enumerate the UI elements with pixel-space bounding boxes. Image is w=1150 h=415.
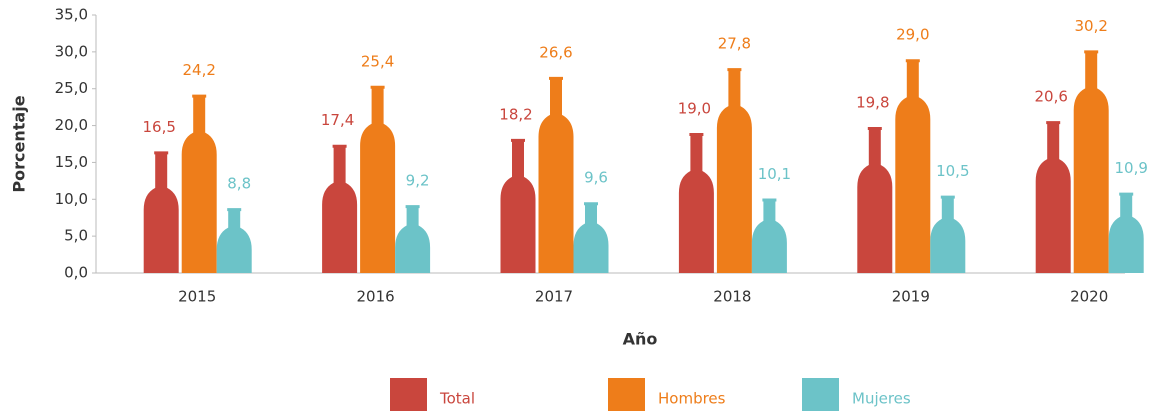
bar [1108,192,1144,273]
legend-swatch [390,378,427,411]
bar [322,144,358,273]
data-label: 19,0 [678,99,711,117]
bar [216,208,252,273]
y-tick-label: 25,0 [55,79,88,97]
data-label: 9,6 [584,169,608,187]
y-tick-label: 20,0 [55,116,88,134]
x-tick-label: 2018 [713,288,751,306]
bar [895,59,931,273]
y-tick-label: 35,0 [55,6,88,24]
data-label: 30,2 [1074,17,1107,35]
bar [143,151,179,273]
y-axis-title: Porcentaje [10,95,29,192]
x-tick-label: 2019 [892,288,930,306]
y-tick-label: 10,0 [55,190,88,208]
bar [1035,121,1071,273]
x-tick-label: 2020 [1070,288,1108,306]
data-label: 26,6 [539,43,572,61]
data-label: 24,2 [182,61,215,79]
data-label: 29,0 [896,26,929,44]
y-tick-label: 15,0 [55,153,88,171]
data-label: 8,8 [227,175,251,193]
bar [573,202,609,273]
data-label: 18,2 [499,105,532,123]
bar [181,94,217,274]
legend-label: Total [439,390,475,408]
bar [538,76,574,273]
bar [500,138,536,273]
bar [930,195,966,273]
bar [716,68,752,274]
data-label: 10,1 [758,165,791,183]
data-label: 27,8 [718,35,751,53]
bar [360,85,396,273]
bar [678,132,714,273]
data-label: 10,9 [1114,159,1147,177]
bar [395,205,431,273]
y-tick-label: 0,0 [64,264,88,282]
y-tick-label: 5,0 [64,227,88,245]
data-label: 16,5 [142,118,175,136]
bar [751,198,787,273]
legend-label: Mujeres [852,390,911,408]
legend-swatch [802,378,839,411]
x-tick-label: 2015 [178,288,216,306]
bar [1073,50,1109,273]
x-tick-label: 2017 [535,288,573,306]
x-tick-label: 2016 [357,288,395,306]
data-label: 17,4 [321,111,354,129]
data-label: 25,4 [361,52,394,70]
data-label: 10,5 [936,162,969,180]
x-axis-title: Año [623,330,658,349]
data-label: 9,2 [406,172,430,190]
data-label: 20,6 [1034,88,1067,106]
y-tick-label: 30,0 [55,42,88,60]
data-label: 19,8 [856,94,889,112]
bar [857,127,893,273]
legend-swatch [608,378,645,411]
legend-label: Hombres [658,390,726,408]
